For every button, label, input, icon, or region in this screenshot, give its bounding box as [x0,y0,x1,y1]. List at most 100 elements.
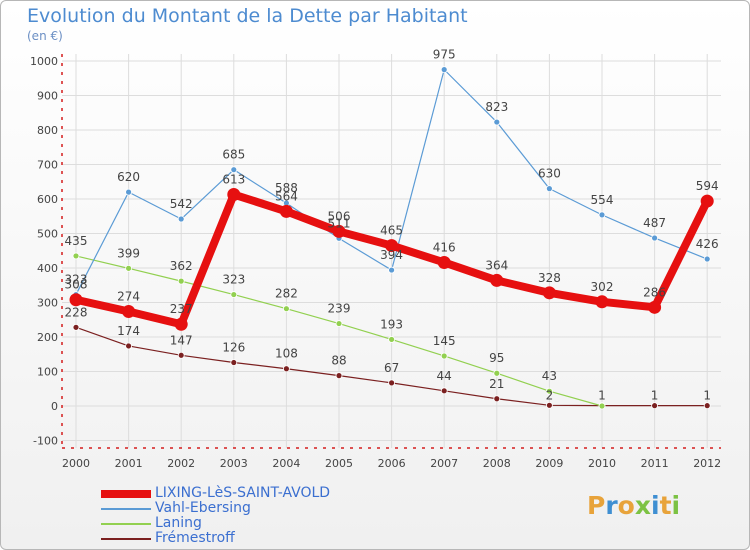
data-label: 506 [328,209,351,223]
data-point [230,359,238,366]
data-point [490,273,504,287]
data-label: 613 [222,173,245,187]
x-tick-label: 2011 [641,457,669,470]
data-label: 426 [696,237,719,251]
data-point [125,188,132,196]
data-point [122,304,136,318]
data-point [282,305,290,313]
x-tick-label: 2008 [483,457,511,470]
legend-item-fremestroff[interactable]: Frémestroff [101,530,401,547]
data-point [230,291,238,298]
y-tick-label: 200 [37,331,58,344]
data-label: 174 [117,324,140,338]
data-label: 108 [275,347,298,361]
data-label: 44 [437,369,452,383]
data-label: 193 [380,317,403,331]
data-label: 487 [643,216,666,230]
data-label: 237 [170,302,193,316]
x-tick-label: 2001 [115,457,143,470]
x-tick-label: 2005 [325,457,353,470]
data-label: 274 [117,289,140,303]
data-label: 1 [651,389,659,403]
proxiti-logo: Proxiti [587,491,680,520]
data-label: 145 [433,334,456,348]
data-label: 323 [65,273,88,287]
legend-item-lixing[interactable]: LIXING-LèS-SAINT-AVOLD [101,485,401,502]
data-label-layer: 308 274 237 613 564 506 465 416 364 328 302 286 594 3… [65,48,719,403]
data-point [332,224,346,238]
data-label: 323 [222,273,245,287]
data-point [230,166,238,174]
data-label: 975 [433,48,456,62]
series-layer [69,66,714,410]
legend-item-laning[interactable]: Laning [101,515,401,532]
data-label: 286 [643,285,666,299]
y-tick-label: -100 [33,435,58,448]
y-tick-label: 1000 [30,55,58,68]
x-tick-label: 2006 [378,457,406,470]
data-point [125,264,132,272]
logo-letter: o [617,491,635,520]
x-tick-label: 2000 [62,457,90,470]
data-label: 362 [170,259,193,273]
legend-label: Frémestroff [155,530,235,546]
data-label: 416 [433,240,456,254]
data-point [700,194,714,208]
y-tick-label: 500 [37,228,58,241]
data-point [598,211,606,219]
data-point [282,365,290,373]
y-tick-label: 600 [37,193,58,206]
y-tick-label: 400 [37,262,58,275]
data-point [651,402,658,410]
chart-title: Evolution du Montant de la Dette par Hab… [27,5,468,27]
legend-swatch-fremestroff [101,538,151,540]
y-tick-label: 300 [37,297,58,310]
data-label: 594 [696,179,719,193]
data-point [72,252,80,260]
data-label: 2 [546,388,554,402]
y-tick-label: 100 [37,366,58,379]
data-point [227,188,241,202]
data-point [177,351,185,359]
data-label: 620 [117,170,140,184]
legend-label: Vahl-Ebersing [155,500,251,516]
data-point [651,234,658,242]
legend-label: LIXING-LèS-SAINT-AVOLD [155,485,331,501]
data-label: 308 [65,278,88,292]
data-point [335,372,343,380]
legend-item-vahl-ebersing[interactable]: Vahl-Ebersing [101,500,401,517]
data-point [177,215,185,223]
unit-label: (en €) [27,29,63,43]
data-point [388,336,396,343]
data-label: 399 [117,246,140,260]
data-label: 554 [591,193,614,207]
data-label: 302 [591,280,614,294]
data-label: 126 [222,341,245,355]
logo-letter: r [605,491,618,520]
data-point [335,320,343,327]
data-label: 1 [703,389,711,403]
data-label: 630 [538,167,561,181]
data-point [542,286,556,300]
data-point [546,185,553,193]
data-point [493,118,501,126]
data-label: 147 [170,333,193,347]
data-point [440,352,448,360]
data-label: 394 [380,248,403,262]
data-point [703,402,711,410]
data-label: 88 [331,354,346,368]
axis-layer: -100 0 100 200 300 400 500 600 700 800 900 1000 2000… [30,54,721,470]
data-label: 282 [275,287,298,301]
data-label: 588 [275,181,298,195]
x-tick-label: 2003 [220,457,248,470]
logo-letter: i [651,491,660,520]
data-label: 685 [222,148,245,162]
y-tick-label: 800 [37,124,58,137]
x-tick-label: 2004 [272,457,300,470]
x-tick-label: 2009 [535,457,563,470]
data-point [598,402,606,410]
legend-label: Laning [155,515,202,531]
data-point [279,204,293,218]
logo-letter: i [671,491,681,520]
